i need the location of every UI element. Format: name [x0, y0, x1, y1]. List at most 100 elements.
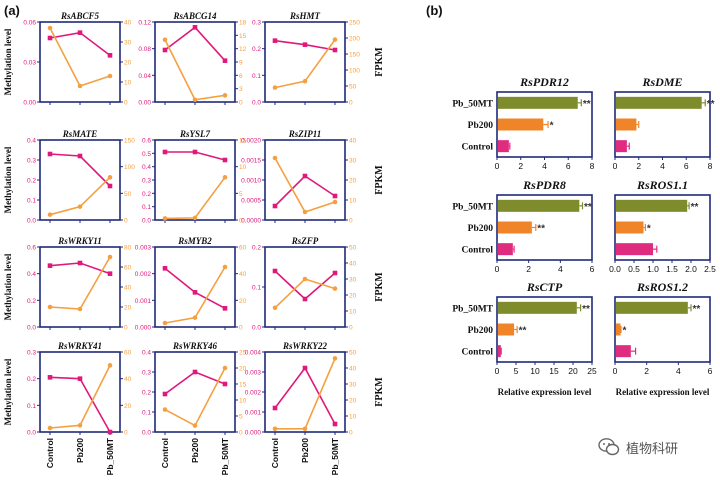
- significance-mark: **: [691, 202, 699, 213]
- bar: [498, 345, 501, 358]
- methylation-point: [222, 306, 228, 311]
- bar-chart-rsdme: RsDME 0 2 4 6 8 **: [613, 75, 715, 171]
- left-tick-label: 0.6: [142, 138, 151, 145]
- left-tick-label: 0.003: [135, 245, 152, 252]
- line-chart-rswrky22: RsWRKY22 0.000 0.001 0.002 0.003 0.004 0 10 20 30…: [245, 341, 357, 475]
- methylation-point: [272, 203, 278, 209]
- x-tick-label: 2.5: [704, 264, 716, 274]
- bar: [498, 301, 577, 314]
- methylation-point: [302, 42, 308, 47]
- fpkm-point: [192, 315, 198, 320]
- left-tick-label: 0.0: [27, 218, 36, 225]
- fpkm-axis-title: FPKM: [374, 165, 385, 195]
- x-tick-label: 0: [495, 366, 500, 376]
- category-label: Control: [462, 246, 494, 256]
- methylation-point: [192, 149, 198, 155]
- chart-title: RsPDR8: [522, 178, 566, 192]
- right-tick-label: 100: [349, 68, 360, 75]
- x-tick-label: 4: [542, 161, 547, 171]
- left-tick-label: 0.1: [142, 204, 151, 211]
- left-tick-label: 0.0020: [241, 138, 261, 145]
- left-tick-label: 0.4: [142, 350, 151, 357]
- left-tick-label: 0.04: [138, 73, 151, 80]
- watermark-text: 植物科研: [626, 441, 679, 457]
- left-tick-label: 0.06: [23, 20, 36, 27]
- chart-title: RsYSL7: [179, 129, 211, 139]
- right-tick-label: 40: [239, 271, 247, 278]
- left-tick-label: 0.3: [27, 350, 36, 357]
- methylation-point: [332, 47, 338, 53]
- line-chart-rsmate: RsMATE 0.0 0.1 0.2 0.3 0.4 0 50 100 150: [27, 129, 135, 225]
- methylation-point: [272, 268, 278, 274]
- fpkm-axis-title: FPKM: [374, 272, 385, 302]
- x-tick-label: 0: [613, 366, 618, 376]
- methylation-series-line: [49, 153, 111, 187]
- chart-title: RsWRKY11: [57, 236, 102, 246]
- fpkm-series-line: [274, 278, 336, 309]
- methylation-axis-title: Methylation level: [3, 146, 13, 213]
- bar: [498, 199, 580, 212]
- right-tick-label: 20: [124, 60, 132, 67]
- left-tick-label: 0.1: [252, 285, 261, 292]
- right-tick-label: 0: [349, 325, 353, 332]
- x-tick-label: 6: [708, 366, 713, 376]
- line-chart-rsysl7: RsYSL7 0.0 0.1 0.2 0.3 0.4 0.5 0.6 0 5 10 15: [142, 129, 247, 225]
- x-tick-label: 4: [676, 366, 681, 376]
- right-tick-label: 60: [124, 350, 132, 357]
- x-category-label: Pb200: [75, 438, 85, 463]
- fpkm-point: [162, 320, 168, 326]
- fpkm-point: [192, 215, 198, 221]
- chart-title: RsROS1.1: [636, 178, 688, 192]
- methylation-point: [222, 58, 228, 63]
- methylation-point: [302, 173, 308, 179]
- x-axis-title: Relative expression level: [616, 387, 710, 397]
- right-tick-label: 0: [124, 430, 128, 437]
- left-tick-label: 0.2: [142, 191, 151, 198]
- fpkm-series-line: [164, 367, 226, 427]
- x-tick-label: 2: [518, 161, 523, 171]
- x-axis-title: Relative expression level: [498, 387, 592, 397]
- methylation-point: [77, 30, 83, 35]
- fpkm-point: [272, 85, 278, 90]
- bar-chart-rsctp: RsCTP 0 5 10 15 20 25 ** Pb_50MT ** Pb200 Control: [452, 280, 597, 376]
- fpkm-point: [162, 37, 168, 43]
- methylation-axis-title: Methylation level: [3, 358, 13, 425]
- right-tick-label: 10: [349, 309, 357, 316]
- bar-chart-rsros1-2: RsROS1.20 2 4 6***: [613, 280, 713, 376]
- fpkm-point: [77, 204, 83, 209]
- right-tick-label: 0: [239, 325, 243, 332]
- significance-mark: **: [693, 304, 701, 315]
- right-tick-label: 50: [349, 84, 357, 91]
- significance-mark: *: [623, 326, 627, 337]
- right-tick-label: 25: [239, 350, 247, 357]
- left-tick-label: 0.2: [142, 390, 151, 397]
- left-tick-label: 0.00: [23, 100, 36, 107]
- right-tick-label: 30: [349, 158, 357, 165]
- line-chart-rsmyb2: RsMYB2 0.000 0.001 0.002 0.003 0 20 40 60: [135, 236, 247, 332]
- right-tick-label: 80: [124, 245, 132, 252]
- left-tick-label: 0.0: [27, 430, 36, 437]
- plot-frame: [154, 246, 236, 328]
- right-tick-label: 15: [239, 33, 247, 40]
- methylation-point: [107, 271, 113, 276]
- x-tick-label: 4: [660, 161, 665, 171]
- right-tick-label: 40: [349, 366, 357, 373]
- plot-frame: [614, 296, 711, 363]
- methylation-axis-title: Methylation level: [3, 253, 13, 320]
- bar-chart-rspdr8: RsPDR8 0 2 4 6 ** Pb_50MT ** Pb200 Control: [452, 178, 594, 274]
- x-category-label: Pb_50MT: [220, 437, 230, 475]
- watermark: 植物科研: [598, 434, 710, 460]
- fpkm-point: [272, 426, 278, 432]
- x-tick-label: 0.5: [628, 264, 640, 274]
- fpkm-point: [222, 93, 228, 98]
- x-tick-label: 0: [495, 264, 500, 274]
- x-category-label: Pb200: [190, 438, 200, 463]
- methylation-series-line: [274, 174, 336, 207]
- wechat-icon: [598, 438, 620, 456]
- methylation-point: [47, 35, 53, 41]
- panel-label-b: (b): [426, 3, 443, 18]
- fpkm-point: [162, 407, 168, 412]
- right-tick-label: 10: [349, 414, 357, 421]
- right-tick-label: 6: [239, 73, 243, 80]
